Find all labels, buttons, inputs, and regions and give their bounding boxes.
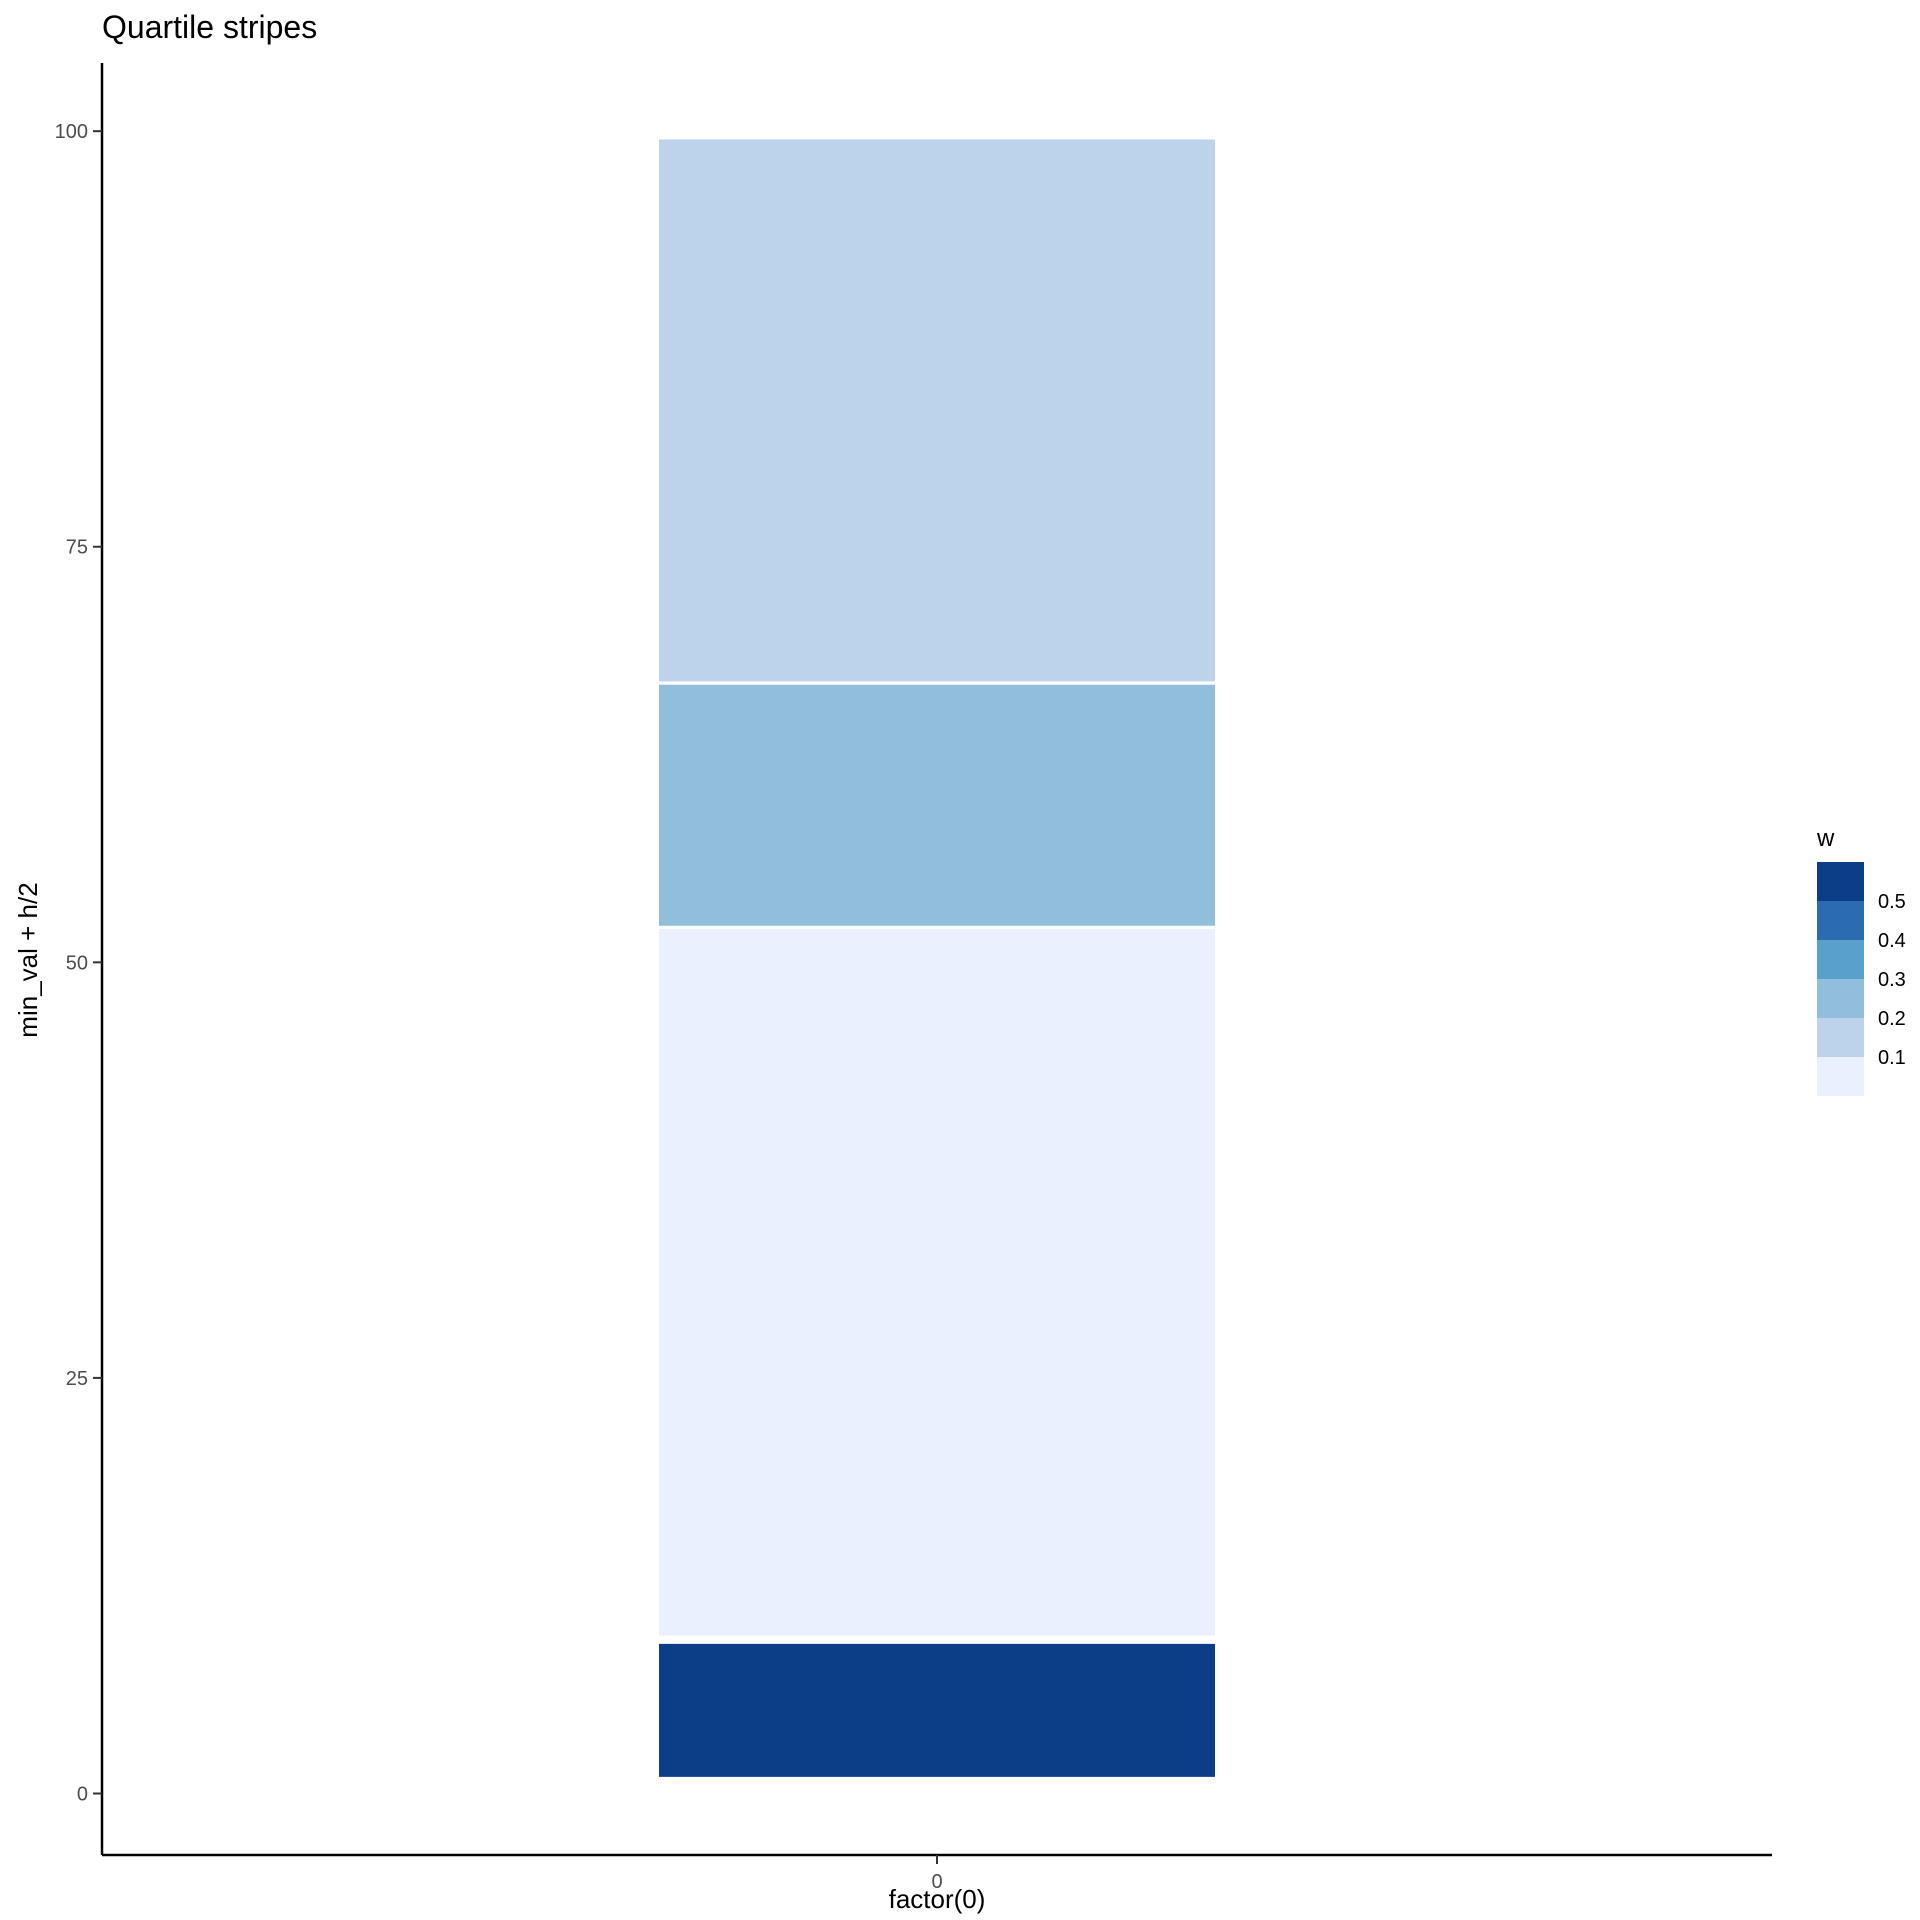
legend-bin-0 (1817, 862, 1864, 901)
legend-bin-3 (1817, 979, 1864, 1018)
legend-label: 0.5 (1878, 891, 1906, 913)
legend-label: 0.4 (1878, 930, 1906, 952)
legend-label: 0.3 (1878, 969, 1906, 991)
legend-colorbar (1817, 862, 1864, 1096)
y-axis-ticks: 0 25 50 75 100 (55, 121, 102, 1805)
legend-labels: 0.5 0.4 0.3 0.2 0.1 (1878, 891, 1906, 1069)
legend: w 0.5 0.4 0.3 0.2 0.1 (1816, 825, 1906, 1096)
y-axis-label: min_val + h/2 (13, 882, 43, 1037)
chart-title: Quartile stripes (102, 9, 317, 45)
y-tick-label: 50 (66, 952, 88, 974)
legend-bin-2 (1817, 940, 1864, 979)
legend-bin-1 (1817, 901, 1864, 940)
bar-segment-2 (659, 684, 1215, 926)
legend-label: 0.2 (1878, 1008, 1906, 1030)
bar-segment-0 (659, 1643, 1215, 1777)
legend-label: 0.1 (1878, 1047, 1906, 1069)
legend-bin-5 (1817, 1057, 1864, 1096)
legend-bin-4 (1817, 1018, 1864, 1057)
y-tick-label: 25 (66, 1368, 88, 1390)
x-axis-label: factor(0) (889, 1884, 986, 1914)
plot-area (659, 139, 1215, 1777)
y-tick-label: 100 (55, 121, 88, 143)
x-axis-ticks: 0 (931, 1855, 943, 1893)
bar-segment-1 (659, 929, 1215, 1636)
legend-title: w (1816, 825, 1835, 852)
x-tick-label: 0 (931, 1871, 942, 1893)
bar-segment-3 (659, 139, 1215, 682)
y-tick-label: 0 (77, 1783, 88, 1805)
y-tick-label: 75 (66, 537, 88, 559)
